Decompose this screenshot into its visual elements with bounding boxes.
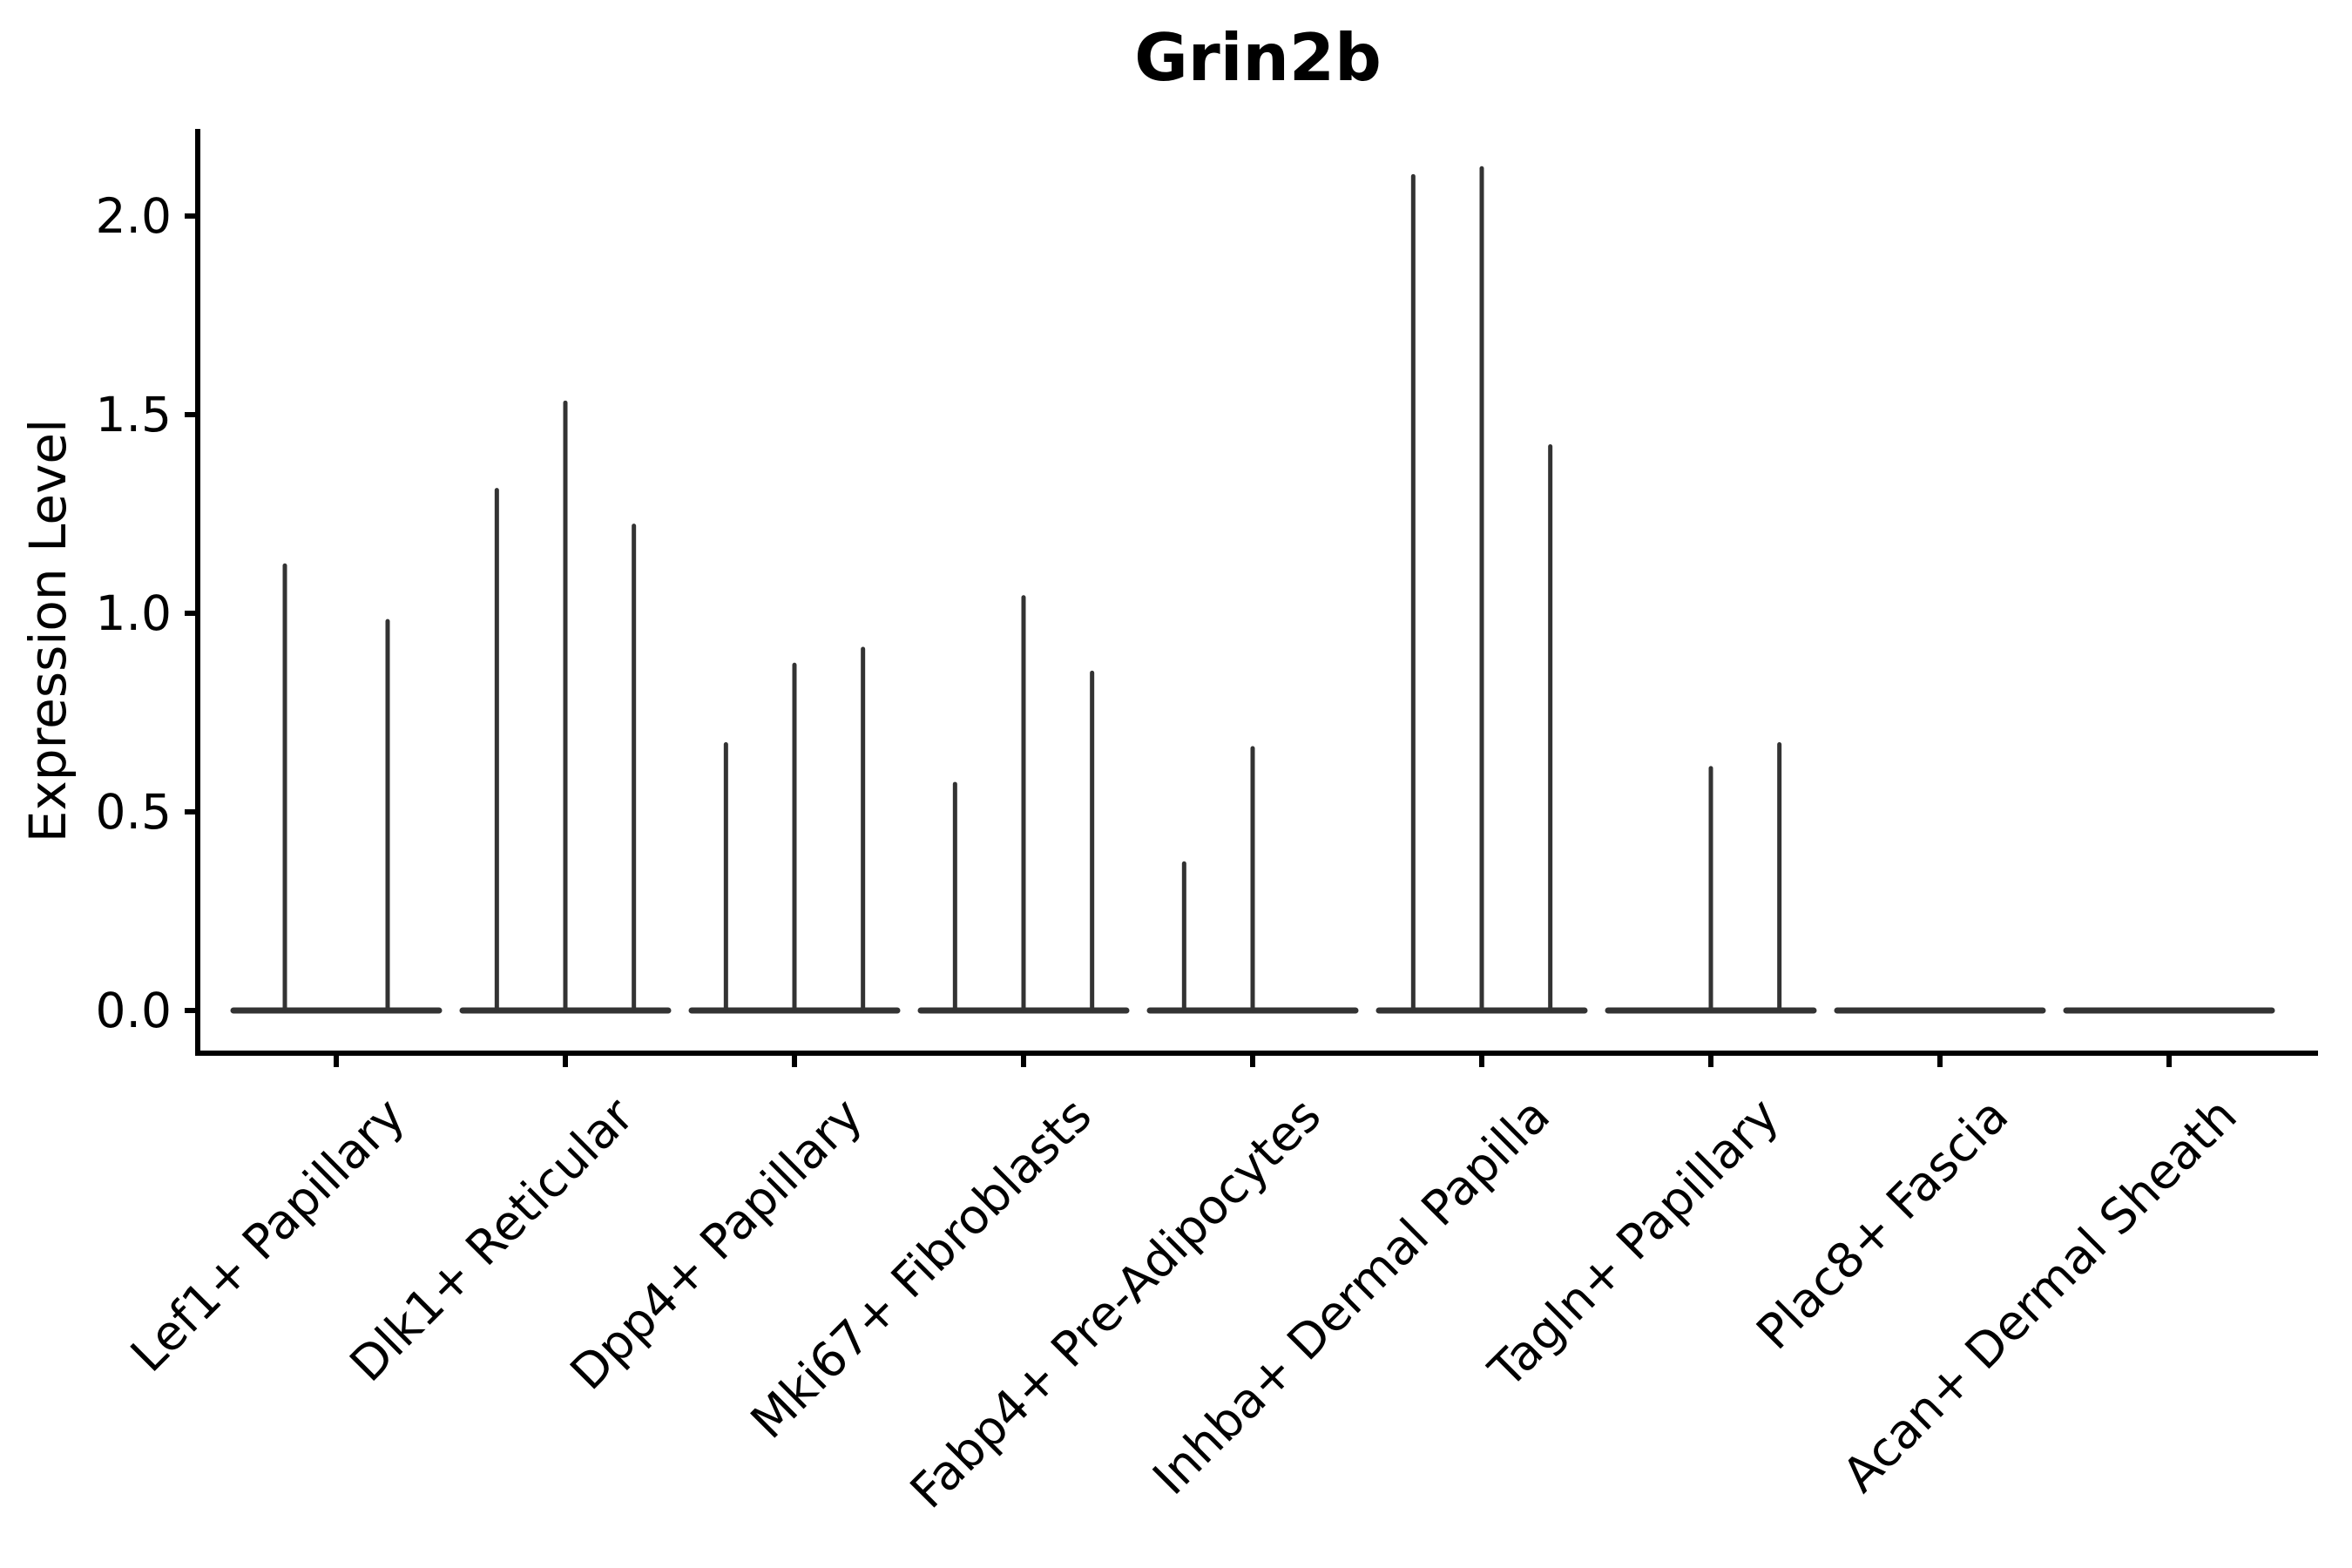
y-tick-label: 1.0: [95, 585, 172, 641]
y-tick-label: 0.0: [95, 983, 172, 1038]
y-tick-label: 2.0: [95, 188, 172, 244]
y-tick-label: 1.5: [95, 387, 172, 443]
chart-title: Grin2b: [1134, 19, 1382, 96]
y-tick-label: 0.5: [95, 784, 172, 840]
